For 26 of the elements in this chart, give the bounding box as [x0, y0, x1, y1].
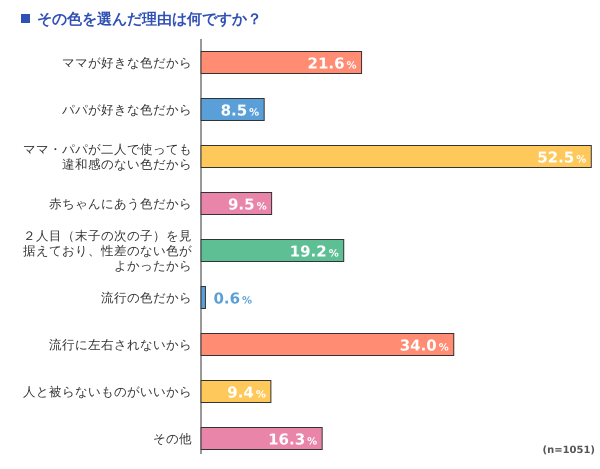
data-label: 8.5% — [220, 102, 260, 120]
bar — [200, 239, 344, 262]
y-tick-label: ２人目（末子の次の子）を見据えており、性差のない色がよかったから — [23, 228, 193, 273]
bar — [200, 145, 592, 168]
y-tick-label: その他 — [153, 431, 192, 446]
data-label: 21.6% — [308, 54, 357, 72]
y-tick-label: パパが好きな色だから — [61, 102, 192, 117]
y-tick-label: ママ・パパが二人で使っても違和感のない色だから — [23, 142, 192, 172]
y-tick-label: 流行に左右されないから — [49, 337, 192, 352]
y-tick-label: 人と被らないものがいいから — [23, 384, 192, 399]
bar — [200, 51, 362, 74]
bar — [200, 427, 323, 450]
y-tick-label: 赤ちゃんにあう色だから — [49, 196, 192, 211]
data-label: 52.5% — [537, 148, 586, 166]
data-label: 9.4% — [227, 384, 266, 402]
chart-title: その色を選んだ理由は何ですか？ — [37, 10, 262, 28]
bar — [200, 333, 454, 356]
bar — [200, 286, 206, 309]
annotation: (n=1051) — [542, 445, 595, 456]
data-label: 0.6% — [213, 290, 252, 308]
y-tick-label: ママが好きな色だから — [62, 55, 192, 70]
y-tick-label: 流行の色だから — [101, 290, 192, 305]
data-label: 19.2% — [290, 242, 339, 260]
data-label: 9.5% — [228, 196, 267, 214]
data-label: 16.3% — [268, 430, 318, 448]
data-label: 34.0% — [400, 336, 449, 354]
